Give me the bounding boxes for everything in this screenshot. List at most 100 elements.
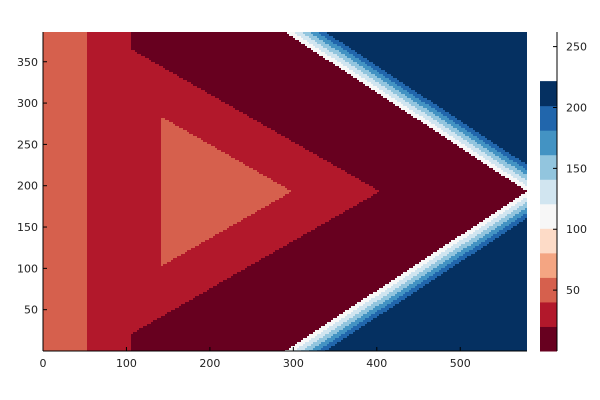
contour-cell (501, 234, 527, 237)
contour-cell (315, 228, 472, 231)
contour-cell (349, 46, 527, 49)
contour-cell (459, 124, 468, 127)
contour-cell (487, 238, 496, 241)
contour-cell (317, 340, 326, 343)
contour-cell (445, 120, 454, 123)
contour-cell (87, 232, 162, 235)
contour-cell (495, 148, 504, 151)
contour-cell (243, 112, 408, 115)
contour-cell (405, 276, 414, 279)
contour-cell (447, 254, 456, 257)
contour-cell (43, 46, 88, 49)
contour-cell (161, 176, 268, 179)
contour-cell (365, 324, 527, 327)
contour-cell (87, 226, 162, 229)
contour-cell (501, 208, 510, 211)
contour-cell (337, 316, 346, 319)
contour-cell (485, 158, 494, 161)
contour-cell (87, 138, 162, 141)
contour-cell (469, 126, 527, 129)
contour-cell (357, 68, 366, 71)
contour-cell (87, 330, 138, 333)
contour-cell (289, 192, 378, 195)
contour-cell (373, 292, 382, 295)
contour-cell (87, 44, 132, 47)
contour-cell (479, 148, 488, 151)
contour-cell (161, 174, 264, 177)
contour-cell (393, 102, 402, 105)
contour-cell (87, 48, 132, 51)
contour-cell (401, 300, 527, 303)
contour-cell (87, 134, 162, 137)
contour-cell (407, 296, 527, 299)
contour-cell (43, 194, 88, 197)
contour-cell (371, 196, 520, 199)
contour-cell (87, 184, 162, 187)
contour-cell (161, 214, 252, 217)
contour-cell (43, 326, 88, 329)
contour-cell (409, 92, 418, 95)
contour-cell (419, 98, 428, 101)
contour-cell (87, 128, 162, 131)
contour-cell (43, 312, 88, 315)
contour-cell (445, 266, 454, 269)
contour-cell (131, 38, 296, 41)
contour-cell (493, 152, 502, 155)
contour-cell (315, 346, 324, 349)
contour-cell (289, 242, 450, 245)
contour-cell (473, 226, 482, 229)
contour-cell (427, 98, 527, 101)
contour-cell (365, 182, 516, 185)
contour-cell (43, 124, 88, 127)
contour-cell (525, 178, 527, 181)
contour-cell (313, 342, 322, 345)
contour-cell (43, 304, 88, 307)
contour-cell (43, 138, 88, 141)
contour-cell (487, 222, 496, 225)
contour-cell (87, 122, 162, 125)
contour-cell (87, 314, 166, 317)
contour-cell (43, 242, 88, 245)
contour-cell (259, 172, 348, 175)
y-tick-label: 50 (24, 304, 38, 317)
contour-cell (287, 188, 376, 191)
contour-cell (447, 116, 456, 119)
contour-cell (43, 82, 88, 85)
contour-cell (43, 140, 88, 143)
contour-cell (43, 308, 88, 311)
contour-cell (421, 120, 430, 123)
contour-cell (43, 102, 88, 105)
contour-cell (357, 78, 366, 81)
contour-cell (371, 304, 380, 307)
contour-cell (479, 228, 488, 231)
contour-cell (161, 238, 210, 241)
contour-cell (161, 134, 194, 137)
contour-cell (475, 236, 484, 239)
contour-cell (307, 232, 466, 235)
contour-cell (257, 120, 422, 123)
contour-cell (87, 230, 162, 233)
contour-cell (161, 182, 278, 185)
contour-cell (497, 160, 506, 163)
contour-cell (87, 164, 162, 167)
contour-cell (457, 144, 466, 147)
contour-cell (341, 340, 527, 343)
contour-cell (453, 120, 462, 123)
contour-cell (339, 314, 348, 317)
contour-cell (43, 190, 88, 193)
contour-cell (231, 276, 398, 279)
contour-cell (43, 212, 88, 215)
contour-cell (161, 206, 266, 209)
contour-cell (185, 252, 274, 255)
contour-cell (321, 332, 330, 335)
contour-cell (525, 184, 527, 187)
contour-cell (477, 142, 486, 145)
contour-cell (501, 158, 510, 161)
contour-cell (265, 206, 354, 209)
contour-cell (303, 32, 312, 35)
contour-cell (389, 100, 398, 103)
contour-cell (237, 272, 404, 275)
contour-cell (87, 338, 132, 341)
contour-cell (491, 220, 500, 223)
contour-cell (161, 212, 256, 215)
